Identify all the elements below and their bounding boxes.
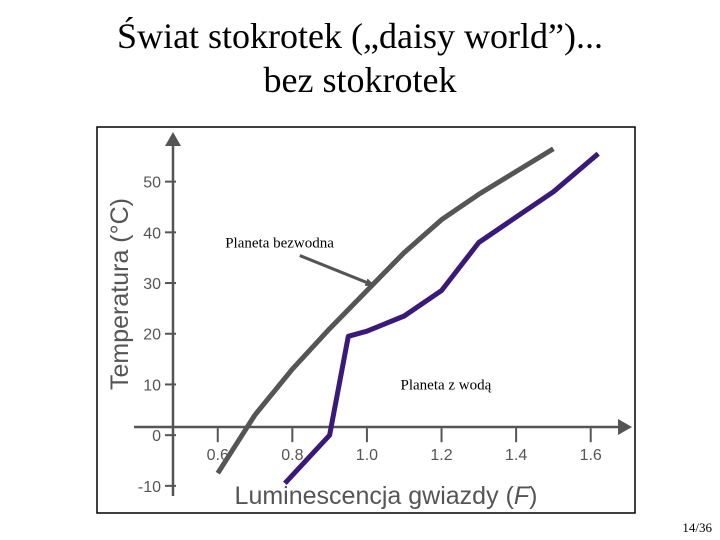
x-axis-label: Luminescencja gwiazdy (F)	[235, 482, 538, 510]
x-tick-label: 1.4	[505, 447, 527, 464]
annotation-arrow	[299, 254, 376, 287]
y-tick-label: 50	[143, 175, 161, 192]
x-axis-label-prefix: Luminescencja gwiazdy (	[235, 482, 515, 510]
x-tick-label: 0.8	[281, 447, 303, 464]
x-tick-label: 1.2	[430, 447, 452, 464]
x-tick-label: 1.6	[580, 447, 602, 464]
x-axis-label-variable: F	[514, 482, 531, 510]
y-axis-label: Temperatura (°C)	[106, 198, 134, 390]
series-layer	[215, 146, 600, 486]
series-line-dry-planet	[215, 146, 555, 475]
y-tick-label: -10	[138, 479, 161, 496]
x-axis-label-suffix: )	[529, 482, 537, 510]
x-tick-label: 1.0	[356, 447, 378, 464]
page-number: 14/36	[682, 520, 712, 535]
slide-title-line-1: Świat stokrotek („daisy world”)...	[117, 16, 603, 56]
slide-title-line-2: bez stokrotek	[263, 60, 457, 100]
y-tick-label: 0	[152, 428, 161, 445]
annotation-dry-planet: Planeta bezwodna	[225, 236, 334, 252]
y-tick-label: 20	[143, 327, 161, 344]
y-axis-arrow	[165, 132, 181, 146]
y-tick-group: -10 0 10 20 30 40 50	[138, 175, 176, 496]
chart-frame	[96, 126, 636, 514]
y-tick-label: 40	[143, 225, 161, 242]
slide-title: Świat stokrotek („daisy world”)... bez s…	[0, 14, 720, 102]
series-line-water-planet	[283, 151, 600, 486]
y-tick-label: 30	[143, 276, 161, 293]
annotation-layer: Planeta bezwodna Planeta z wodą	[225, 236, 491, 394]
x-tick-group: 0.6 0.8 1.0 1.2 1.4 1.6	[207, 428, 602, 464]
annotation-water-planet: Planeta z wodą	[401, 378, 492, 394]
y-tick-label: 10	[143, 377, 161, 394]
x-axis-arrow	[618, 419, 632, 435]
